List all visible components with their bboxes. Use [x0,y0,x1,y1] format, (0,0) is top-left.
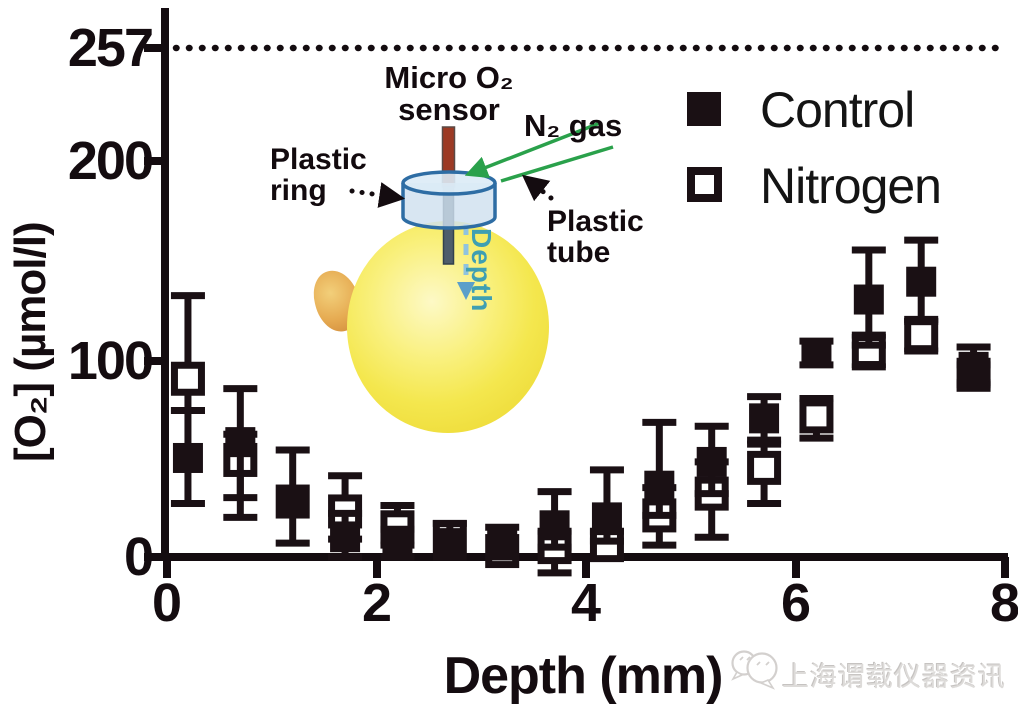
data-point-control-1.7mm [330,522,361,553]
micro-o2-sensor-label: Micro O₂ sensor [384,60,514,128]
data-point-control-2.7mm [434,528,465,559]
data-point-control-0.7mm [225,427,256,458]
data-point-control-6.2mm [801,338,832,369]
x-tick-0: 0 [151,573,183,633]
data-point-control-3.2mm [487,530,518,561]
y-tick-200: 200 [67,131,154,191]
plastic-ring-cylinder [401,170,497,230]
x-tick-4: 4 [570,573,602,633]
y-axis-ticks [144,44,165,561]
data-point-control-1.2mm [277,486,308,517]
data-point-control-7.2mm [906,266,937,297]
plastic-ring-label: Plastic ring [270,143,367,208]
legend-marker-nitrogen-open-square [687,167,722,202]
data-point-control-6.7mm [853,284,884,315]
series-control [170,236,991,561]
data-point-control-4.7mm [644,470,675,501]
data-point-nitrogen-6.2mm [799,399,834,434]
data-point-nitrogen-5.7mm [747,450,782,485]
x-axis-title: Depth (mm) [443,647,724,705]
legend-label-control: Control [760,82,915,138]
x-tick-2: 2 [361,573,393,633]
y-tick-257: 257 [67,18,154,78]
data-point-control-4.2mm [591,502,622,533]
data-point-control-5.7mm [749,403,780,434]
data-point-control-0.2mm [172,442,203,473]
x-tick-8: 8 [989,573,1018,633]
data-point-control-7.7mm [958,351,989,382]
y-tick-100: 100 [67,331,154,391]
n2-gas-arrows [464,121,614,183]
label-pointer-arrows [349,174,554,208]
x-axis-ticks [163,557,1009,578]
data-point-control-3.7mm [539,510,570,541]
depth-direction-label: Depth [466,228,497,313]
legend-label-nitrogen: Nitrogen [760,158,942,214]
watermark-text: 上海谓载仪器资讯 [782,662,1006,692]
data-point-control-2.2mm [382,530,413,561]
data-points-layer [170,236,991,577]
y-tick-0: 0 [123,527,154,587]
data-point-control-5.2mm [696,446,727,477]
n2-gas-label: N₂ gas [524,108,623,143]
x-tick-6: 6 [780,573,812,633]
depth-arrowhead-icon [457,282,475,300]
data-point-nitrogen-0.2mm [170,361,205,396]
plastic-tube-label: Plastic tube [547,205,644,270]
legend-marker-control-filled-square [687,92,721,126]
